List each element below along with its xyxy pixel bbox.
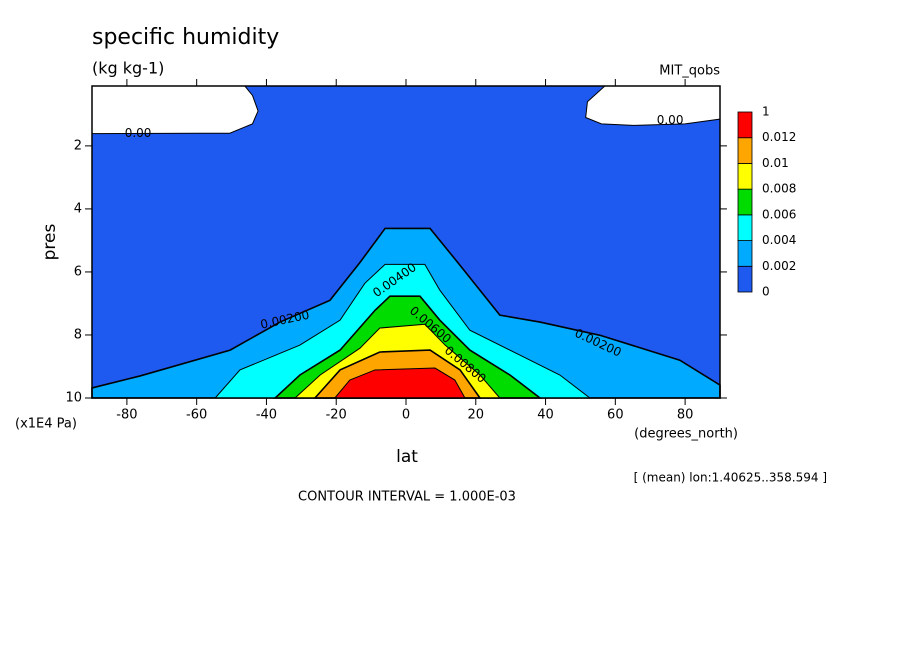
y-tick-label: 4 [74, 201, 82, 216]
y-tick-label: 6 [74, 264, 82, 279]
x-axis-label: lat [396, 447, 418, 467]
y-tick-label: 2 [74, 138, 82, 153]
colorbar-label: 0.006 [762, 207, 796, 221]
note: [ (mean) lon:1.40625..358.594 ] [634, 471, 827, 485]
colorbar-box [737, 265, 753, 293]
chart-title: specific humidity [92, 25, 279, 50]
colorbar-label: 0.008 [762, 182, 796, 196]
colorbar-label: 0.004 [762, 233, 796, 247]
contour-label: 0.00 [657, 113, 684, 127]
colorbar-box [737, 240, 753, 267]
x-tick-label: -60 [186, 408, 207, 423]
x-tick-label: 60 [607, 408, 624, 423]
x-tick-label: 0 [402, 408, 410, 423]
y-tick-label: 10 [65, 391, 82, 406]
x-tick-label: -20 [326, 408, 347, 423]
colorbar-label: 0.012 [762, 130, 796, 144]
x-tick-label: 40 [537, 408, 554, 423]
colorbar-box [737, 111, 753, 139]
colorbar-label: 0.002 [762, 259, 796, 273]
x-tick-label: 20 [468, 408, 485, 423]
x-tick-label: -80 [116, 408, 137, 423]
footer: CONTOUR INTERVAL = 1.000E-03 [298, 490, 516, 505]
y-tick-label: 8 [74, 327, 82, 342]
colorbar-box [737, 188, 753, 216]
y-units: (x1E4 Pa) [15, 417, 77, 432]
y-axis-label: pres [40, 224, 60, 261]
dataset-label: MIT_qobs [659, 64, 720, 79]
colorbar-box [737, 137, 753, 164]
colorbar-label: 0.01 [762, 156, 789, 170]
x-tick-label: -40 [256, 408, 277, 423]
contour-label: 0.00 [125, 126, 152, 140]
x-units: (degrees_north) [634, 427, 738, 442]
colorbar-box [737, 163, 753, 190]
x-tick-label: 80 [677, 408, 694, 423]
colorbar-box [737, 214, 753, 241]
chart-subtitle: (kg kg-1) [92, 59, 164, 78]
colorbar-label: 0 [762, 285, 770, 299]
colorbar-label: 1 [762, 105, 770, 119]
